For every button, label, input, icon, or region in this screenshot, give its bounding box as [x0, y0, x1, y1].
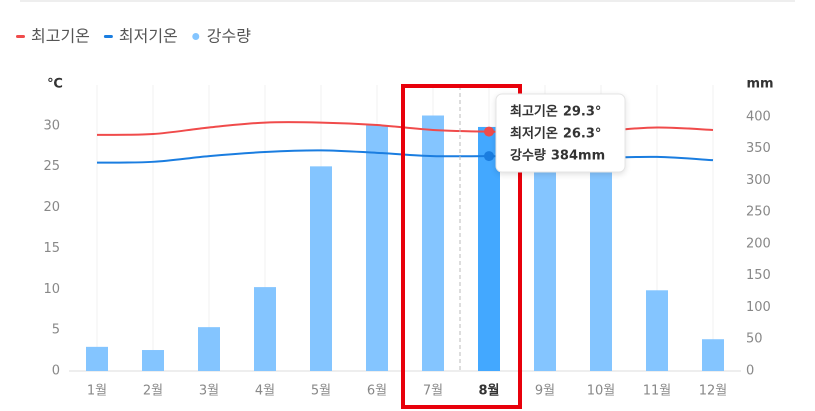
y2-tick-label: 0: [746, 364, 754, 379]
x-tick-label: 2월: [143, 384, 163, 399]
bar: [534, 167, 556, 371]
y2-tick-label: 200: [746, 236, 771, 251]
bar: [646, 290, 668, 371]
bar: [590, 170, 612, 371]
tooltip-label: 최고기온: [510, 105, 558, 120]
y-tick-label: 15: [43, 241, 60, 256]
y-tick-label: 20: [43, 200, 60, 215]
bar: [478, 126, 500, 372]
y2-axis-label: mm: [746, 77, 773, 92]
legend: 최고기온 최저기온 강수량: [16, 27, 251, 46]
bar: [254, 287, 276, 371]
x-tick-label: 3월: [199, 384, 219, 399]
y2-tick-label: 400: [746, 109, 771, 124]
x-tick-label: 4월: [255, 384, 275, 399]
y2-tick-label: 50: [746, 332, 763, 347]
x-tick-label: 5월: [311, 384, 331, 399]
tooltip-value: 384mm: [551, 149, 605, 164]
x-tick-label: 10월: [587, 384, 616, 399]
x-tick-label: 9월: [535, 384, 555, 399]
legend-label: 최고기온: [31, 27, 90, 46]
y-tick-label: 25: [43, 159, 60, 174]
y-tick-label: 5: [52, 323, 60, 338]
y2-tick-label: 150: [746, 268, 771, 283]
y-axis-label: ℃: [47, 77, 63, 92]
legend-label: 최저기온: [119, 27, 178, 46]
tooltip: 최고기온 29.3° 최저기온 26.3° 강수량 384mm: [495, 93, 626, 173]
point: [484, 151, 494, 162]
bar: [366, 125, 388, 371]
x-tick-label: 11월: [643, 384, 672, 399]
legend-swatch: [16, 35, 25, 38]
tooltip-label: 최저기온: [510, 127, 558, 142]
bar: [142, 350, 164, 371]
point: [484, 126, 494, 137]
x-tick-label: 1월: [87, 384, 107, 399]
bar: [86, 346, 108, 371]
y-tick-label: 10: [43, 282, 60, 297]
bar: [198, 327, 220, 371]
y2-tick-label: 250: [746, 205, 771, 220]
bar: [310, 166, 332, 371]
x-tick-label: 6월: [367, 384, 387, 399]
x-tick-label: 12월: [699, 384, 728, 399]
y2-tick-label: 300: [746, 173, 771, 188]
plot: [86, 115, 724, 372]
tooltip-value: 29.3°: [563, 105, 602, 120]
legend-swatch: [192, 33, 200, 40]
legend-label: 강수량: [207, 27, 251, 46]
tooltip-value: 26.3°: [563, 127, 602, 142]
tooltip-label: 강수량: [510, 148, 546, 164]
tooltip-box: [495, 93, 626, 173]
bar: [702, 339, 724, 371]
x-tick-label: 7월: [423, 384, 443, 399]
bar: [422, 115, 444, 371]
y2-tick-label: 100: [746, 300, 771, 315]
legend-swatch: [103, 35, 113, 38]
y2-tick-label: 350: [746, 141, 771, 156]
y-tick-label: 0: [52, 364, 60, 379]
y-tick-label: 30: [43, 118, 60, 133]
highlight-box: [401, 84, 522, 409]
x-tick-label: 8월: [478, 383, 499, 399]
